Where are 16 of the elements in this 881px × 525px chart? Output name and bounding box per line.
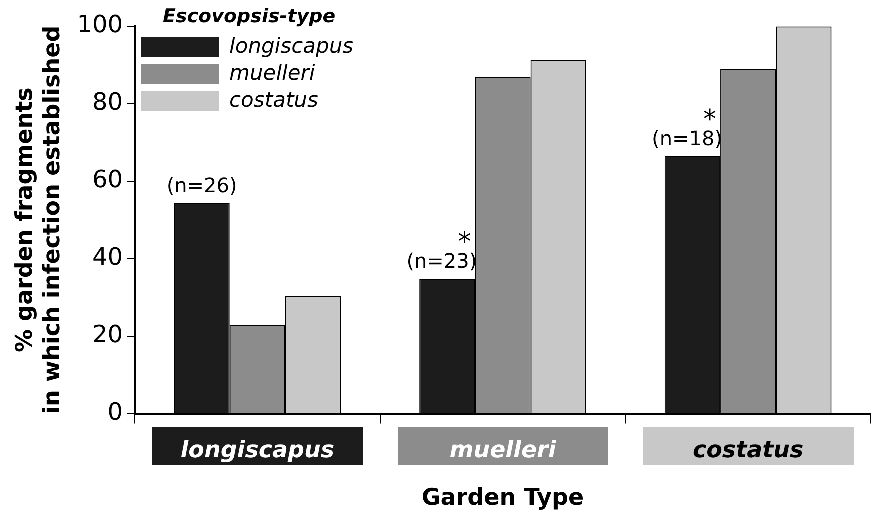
legend-label: muelleri (230, 60, 316, 85)
y-tick-label: 40 (92, 243, 124, 272)
legend-title: Escovopsis-type (162, 5, 336, 28)
y-tick-label: 100 (77, 10, 124, 39)
x-tick-label: costatus (692, 438, 804, 464)
y-tick-label: 80 (92, 88, 124, 116)
y-tick-label: 60 (92, 166, 124, 194)
y-tick-label: 0 (108, 398, 124, 426)
legend-label: longiscapus (230, 34, 354, 58)
x-tick-label: longiscapus (180, 438, 335, 464)
y-tick-label: 20 (92, 320, 124, 349)
x-axis-title: Garden Type (422, 485, 584, 512)
y-axis-title: % garden fragments in which infection established (12, 26, 66, 414)
legend-label: costatus (230, 88, 318, 112)
x-tick-label: muelleri (450, 438, 558, 464)
annotation: (n=26) (166, 174, 238, 198)
